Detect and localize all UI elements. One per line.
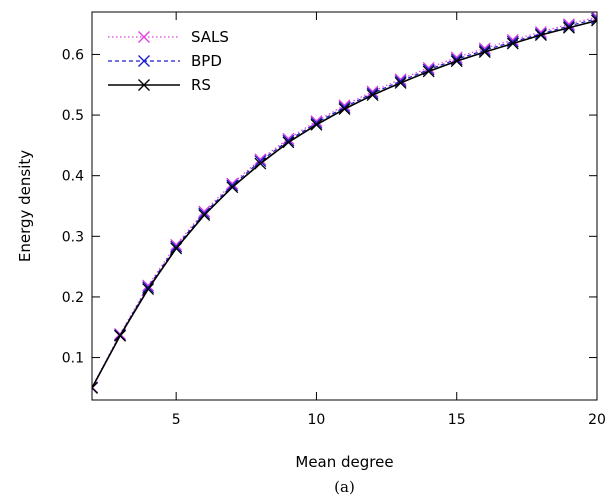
data-point-rs — [394, 76, 407, 89]
y-tick-label: 0.2 — [62, 290, 84, 306]
x-axis-label: Mean degree — [295, 453, 393, 471]
data-point-rs — [338, 103, 351, 115]
ticks-group: 5 10 15 20 0.1 0.2 0.3 0.4 0.5 0.6 — [62, 12, 606, 428]
x-tick-label: 20 — [588, 412, 606, 428]
legend-label-bpd: BPD — [191, 52, 222, 70]
legend: SALS BPD RS — [108, 28, 229, 94]
y-tick-label: 0.1 — [62, 351, 84, 367]
data-point-rs — [310, 118, 323, 131]
y-tick-label: 0.5 — [62, 108, 84, 124]
data-point-sals — [591, 12, 597, 23]
data-point-sals — [282, 132, 295, 145]
data-point-sals — [478, 42, 491, 55]
data-point-rs — [254, 157, 267, 170]
data-point-rs — [226, 181, 239, 194]
data-point-rs — [142, 283, 155, 296]
data-point-sals — [310, 115, 323, 128]
data-point-rs — [478, 46, 491, 58]
data-point-rs — [282, 136, 295, 149]
y-tick-label: 0.3 — [62, 229, 84, 245]
y-axis-label: Energy density — [16, 150, 34, 262]
data-point-rs — [450, 55, 463, 68]
data-point-rs — [591, 14, 597, 27]
y-tick-label: 0.4 — [62, 169, 84, 185]
x-tick-label: 5 — [172, 412, 181, 428]
x-tick-label: 10 — [308, 412, 326, 428]
data-point-bpd — [534, 27, 547, 40]
plot-frame — [91, 11, 598, 401]
series-line-rs — [92, 19, 597, 389]
data-point-sals — [366, 85, 379, 98]
data-point-bpd — [562, 19, 575, 32]
legend-label-sals: SALS — [191, 28, 229, 46]
data-point-sals — [170, 238, 183, 251]
data-point-rs — [170, 242, 183, 255]
data-point-sals — [450, 51, 463, 64]
legend-marker-sals — [138, 31, 150, 43]
data-point-rs — [198, 209, 211, 222]
data-point-bpd — [198, 207, 211, 220]
data-point-sals — [254, 153, 267, 166]
data-point-sals — [506, 33, 519, 46]
legend-marker-rs — [138, 79, 150, 91]
figure-caption: (a) — [334, 478, 355, 496]
data-point-rs — [366, 89, 379, 102]
data-point-rs — [506, 37, 519, 50]
legend-marker-bpd — [138, 55, 150, 67]
data-point-rs — [422, 65, 435, 78]
x-tick-label: 15 — [448, 412, 466, 428]
data-point-sals — [226, 177, 239, 190]
y-tick-label: 0.6 — [62, 47, 84, 63]
data-point-bpd — [254, 155, 267, 168]
data-point-bpd — [591, 12, 597, 25]
data-point-bpd — [226, 179, 239, 192]
data-point-rs — [562, 21, 575, 34]
legend-item-rs: RS — [108, 76, 211, 94]
data-point-sals — [422, 61, 435, 74]
series-line-bpd — [92, 18, 597, 389]
legend-item-bpd: BPD — [108, 52, 222, 70]
series-group — [92, 12, 597, 394]
series-line-sals — [92, 16, 597, 388]
data-point-sals — [198, 205, 211, 218]
data-point-rs — [534, 29, 547, 41]
data-point-sals — [562, 18, 575, 31]
data-point-rs — [114, 329, 127, 342]
legend-label-rs: RS — [191, 76, 211, 94]
legend-item-sals: SALS — [108, 28, 229, 46]
data-point-rs — [92, 381, 98, 394]
